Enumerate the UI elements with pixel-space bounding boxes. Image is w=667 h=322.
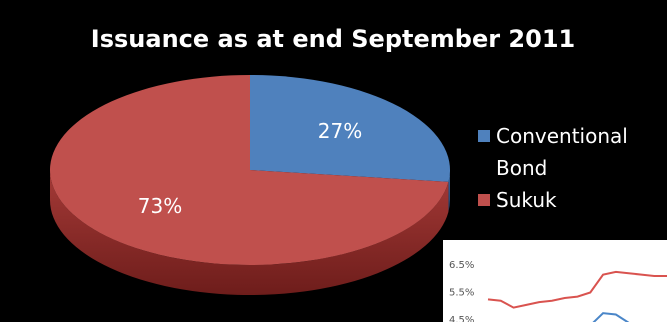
pie-side <box>448 170 451 212</box>
pie-side <box>50 170 449 296</box>
y-tick-label: 6.5% <box>449 260 474 271</box>
line-series <box>487 270 667 309</box>
legend-item: Sukuk <box>478 184 628 216</box>
legend-label: Sukuk <box>496 188 557 212</box>
data-label: 73% <box>138 194 182 218</box>
legend-swatch <box>478 130 490 142</box>
data-label: 27% <box>318 119 362 143</box>
pie-slice <box>50 75 449 266</box>
legend-label: Conventional Bond <box>496 124 628 180</box>
legend-item: Conventional Bond <box>478 120 628 184</box>
legend: Conventional Bond Sukuk <box>478 120 628 216</box>
y-tick-label: 4.5% <box>449 315 474 322</box>
legend-swatch <box>478 194 490 206</box>
inset-chart: 6.5% 5.5% 4.5% <box>443 240 667 322</box>
line-series <box>592 312 630 322</box>
pie-slice <box>250 75 450 182</box>
chart-title: Issuance as at end September 2011 <box>91 25 575 53</box>
inset-background <box>443 240 667 322</box>
y-tick-label: 5.5% <box>449 288 474 299</box>
